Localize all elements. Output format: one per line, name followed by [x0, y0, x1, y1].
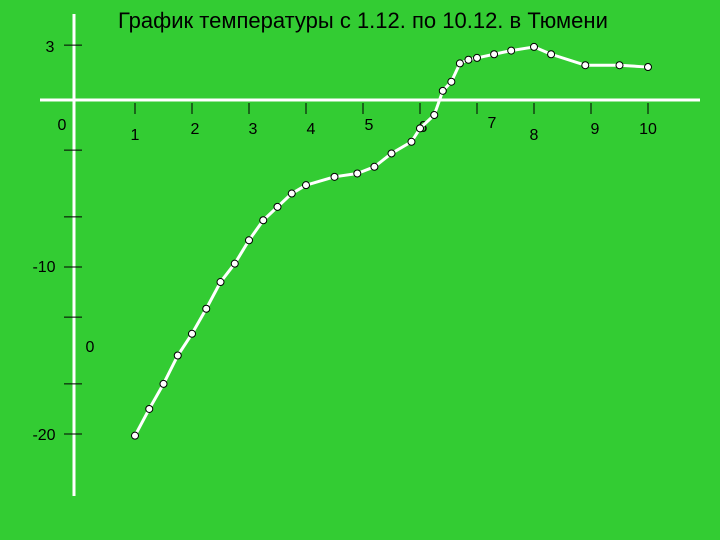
data-point: [407, 137, 416, 146]
temperature-line: [133, 45, 649, 437]
x-tick-label: 3: [249, 121, 258, 138]
data-point: [131, 431, 139, 440]
x-tick-label: 7: [488, 115, 497, 132]
y-tick-label: 3: [46, 39, 55, 56]
y-tick-label: 0: [58, 117, 67, 134]
data-point: [230, 259, 239, 268]
data-point: [615, 61, 624, 70]
data-point: [455, 59, 464, 68]
data-point: [547, 50, 556, 59]
y-tick-label: -20: [32, 427, 55, 444]
data-point: [188, 329, 196, 338]
data-point: [145, 404, 154, 413]
data-point: [387, 149, 396, 158]
x-tick-label: 4: [307, 121, 316, 138]
data-point: [490, 50, 499, 59]
data-point: [159, 379, 168, 388]
data-point: [581, 61, 590, 70]
data-point: [438, 86, 447, 95]
data-point: [644, 63, 652, 72]
data-point: [430, 111, 439, 120]
data-point: [416, 124, 424, 133]
x-tick-label: 2: [191, 121, 200, 138]
x-tick-label: 1: [131, 127, 140, 144]
data-point: [273, 202, 282, 211]
data-point: [173, 351, 182, 360]
data-point: [473, 53, 481, 62]
x-tick-label: 10: [639, 121, 657, 138]
data-point: [464, 55, 473, 64]
x-tick-label: 9: [591, 121, 600, 138]
data-point: [259, 216, 268, 225]
data-point: [530, 42, 538, 51]
data-point: [302, 181, 310, 190]
data-point: [287, 189, 296, 198]
data-point: [353, 169, 362, 178]
data-point: [447, 77, 456, 86]
y-tick-label: -10: [32, 259, 55, 276]
data-point: [370, 162, 379, 171]
stray-label: 0: [86, 339, 95, 356]
data-point: [330, 172, 339, 181]
data-point: [216, 278, 225, 287]
x-tick-label: 5: [365, 117, 374, 134]
chart-title: График температуры с 1.12. по 10.12. в Т…: [118, 8, 608, 33]
x-tick-label: 8: [530, 127, 539, 144]
data-point: [245, 236, 253, 245]
data-point: [202, 304, 211, 313]
data-point: [507, 46, 516, 55]
